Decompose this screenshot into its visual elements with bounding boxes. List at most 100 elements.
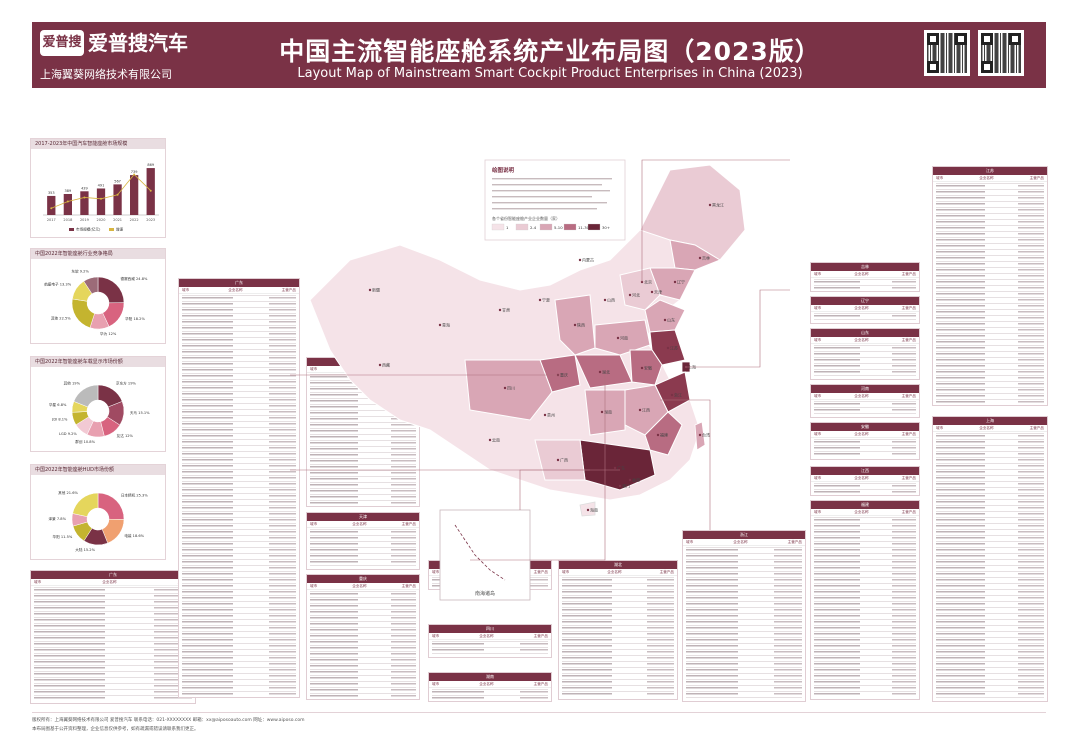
city-label: 福建 (660, 432, 668, 438)
city-marker (438, 323, 442, 327)
city-marker (613, 466, 617, 470)
table-jilin: 吉林 城市 企业名称 主营产品 (810, 262, 920, 292)
x-tick-label: 2023 (146, 218, 155, 222)
chart-title: 中国2022年智能座舱车载显示市场份额 (31, 357, 165, 367)
china-map-svg[interactable]: 南海诸岛 绘图说明 各个省份智能座舱产业企业数量（家） 1 2-4 5-10 11-3… (180, 150, 932, 620)
city-label: 河南 (620, 335, 628, 341)
pie-label: 华阳 11.5% (53, 534, 73, 539)
nanhai-inset (439, 509, 531, 601)
pie-chart: 日本精机 25.3% 电装 18.6% 大陆 15.2% 华阳 11.5% 泽景 7.8… (49, 490, 149, 552)
market-size-chart-panel: 2017-2023年中国汽车智能座舱市场规模 353 2017 389 2018 439… (30, 138, 166, 238)
legend-bin-swatch (491, 223, 505, 231)
legend-bin-swatch (563, 223, 577, 231)
map-region-jilin (669, 239, 722, 271)
table-jiangxi: 江西 城市 企业名称 主营产品 (810, 466, 920, 496)
city-label: 湖北 (602, 369, 610, 375)
city-marker (670, 393, 674, 397)
bar-value-label: 739 (131, 170, 138, 174)
growth-point (66, 200, 69, 203)
legend-bin-label: 1 (506, 225, 509, 230)
pie-slice (83, 276, 99, 295)
growth-point (83, 196, 86, 199)
city-marker (666, 346, 670, 350)
city-marker (640, 366, 644, 370)
growth-point (50, 207, 53, 210)
x-tick-label: 2020 (97, 218, 106, 222)
x-tick-label: 2022 (130, 218, 139, 222)
china-map[interactable]: 南海诸岛 绘图说明 各个省份智能座舱产业企业数量（家） 1 2-4 5-10 11-3… (180, 150, 932, 620)
page-title: 中国主流智能座舱系统产业布局图（2023版） (279, 37, 821, 66)
city-marker (618, 484, 622, 488)
qr-code-icon[interactable] (978, 30, 1024, 76)
pie-label: 东软 9.2% (71, 268, 89, 273)
legend-bin-label: 5-10 (554, 225, 563, 230)
bar (63, 193, 72, 215)
city-label: 云南 (492, 437, 500, 443)
city-label: 山东 (667, 317, 675, 323)
x-tick-label: 2017 (47, 218, 56, 222)
city-marker (538, 298, 542, 302)
growth-point (100, 197, 102, 200)
bar-value-label: 491 (98, 183, 105, 187)
city-marker (573, 323, 577, 327)
map-region-hubei (574, 354, 633, 389)
city-label: 浙江 (674, 392, 682, 398)
bar-value-label: 353 (48, 191, 55, 195)
legend-bin-swatch (587, 223, 601, 231)
city-label: 天津 (654, 289, 662, 295)
table-shandong: 山东 城市 企业名称 主营产品 (810, 328, 920, 380)
table-hubei: 湖北 城市 企业名称 主营产品 (558, 560, 678, 700)
table-zhejiang: 浙江 城市 企业名称 主营产品 (682, 530, 806, 702)
pie-label: 大陆 15.2% (75, 547, 95, 552)
map-legend-box (484, 159, 626, 241)
city-marker (628, 293, 632, 297)
header-banner (32, 22, 1046, 88)
bar (96, 188, 106, 215)
bar-chart: 353 2017 389 2018 439 2019 491 2020 567 2021 739 20… (43, 163, 159, 232)
pie-label: 华阳 18.2% (125, 316, 145, 321)
pie-slice (71, 298, 95, 329)
city-marker (556, 458, 560, 462)
city-label: 内蒙古 (582, 257, 594, 263)
pie-label: 泽景 7.8% (49, 516, 67, 521)
qr-code-icon[interactable] (924, 30, 970, 76)
table-shanghai: 上海 城市 企业名称 主营产品 (932, 416, 1048, 702)
bar (47, 195, 56, 215)
city-label: 辽宁 (677, 279, 685, 285)
legend-bin-label: 11-30 (578, 225, 590, 230)
competition-pie-panel: 中国2022年智能座舱行业竞争格局 德赛西威 24.8% 华阳 18.2% 华为 1… (30, 248, 166, 344)
city-marker (368, 288, 372, 292)
pie-label: 友达 12% (117, 433, 134, 438)
city-label: 吉林 (702, 255, 710, 261)
city-marker (378, 363, 382, 367)
city-marker (543, 413, 547, 417)
city-label: 河北 (632, 292, 640, 298)
table-anhui: 安徽 城市 企业名称 主营产品 (810, 422, 920, 460)
city-label: 海南 (590, 507, 598, 513)
city-label: 西藏 (382, 362, 390, 368)
legend-bin-swatch (539, 223, 553, 231)
city-label: 广东 (617, 465, 625, 471)
legend-bin-swatch (515, 223, 529, 231)
city-marker (600, 410, 604, 414)
x-tick-label: 2021 (113, 218, 122, 222)
pie-slice (72, 492, 99, 517)
bar-value-label: 567 (114, 179, 121, 183)
city-marker (663, 318, 667, 322)
bar (113, 184, 122, 215)
city-label: 湖南 (604, 409, 612, 415)
city-marker (603, 298, 607, 302)
table-sichuan: 四川 城市 企业名称 主营产品 (428, 624, 552, 658)
table-chongqing: 重庆 城市 企业名称 主营产品 (306, 574, 420, 700)
city-label: 四川 (507, 386, 515, 391)
city-label: 宁夏 (542, 297, 550, 303)
table-henan: 河南 城市 企业名称 主营产品 (810, 384, 920, 418)
growth-point (149, 189, 152, 192)
chart-title: 中国2022年智能座舱行业竞争格局 (31, 249, 165, 259)
table-fujian: 福建 城市 企业名称 主营产品 (810, 500, 920, 700)
city-label: 重庆 (560, 372, 568, 378)
city-marker (656, 433, 660, 437)
legend-bin-label: 30+ (602, 225, 610, 230)
page-title-english: Layout Map of Mainstream Smart Cockpit P… (297, 66, 803, 81)
